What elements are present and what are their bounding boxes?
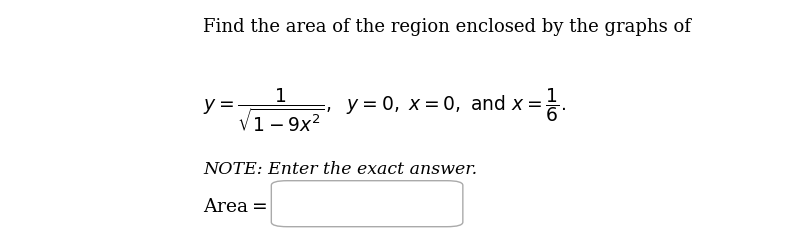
FancyBboxPatch shape bbox=[271, 181, 463, 227]
Text: $y = \dfrac{1}{\sqrt{1 - 9x^2}},\ \ y = 0,\ x = 0,\ \mathrm{and}\ x = \dfrac{1}{: $y = \dfrac{1}{\sqrt{1 - 9x^2}},\ \ y = … bbox=[203, 87, 567, 134]
Text: Find the area of the region enclosed by the graphs of: Find the area of the region enclosed by … bbox=[203, 18, 691, 36]
Text: Area$=$: Area$=$ bbox=[203, 197, 268, 215]
Text: NOTE: Enter the exact answer.: NOTE: Enter the exact answer. bbox=[203, 160, 478, 177]
